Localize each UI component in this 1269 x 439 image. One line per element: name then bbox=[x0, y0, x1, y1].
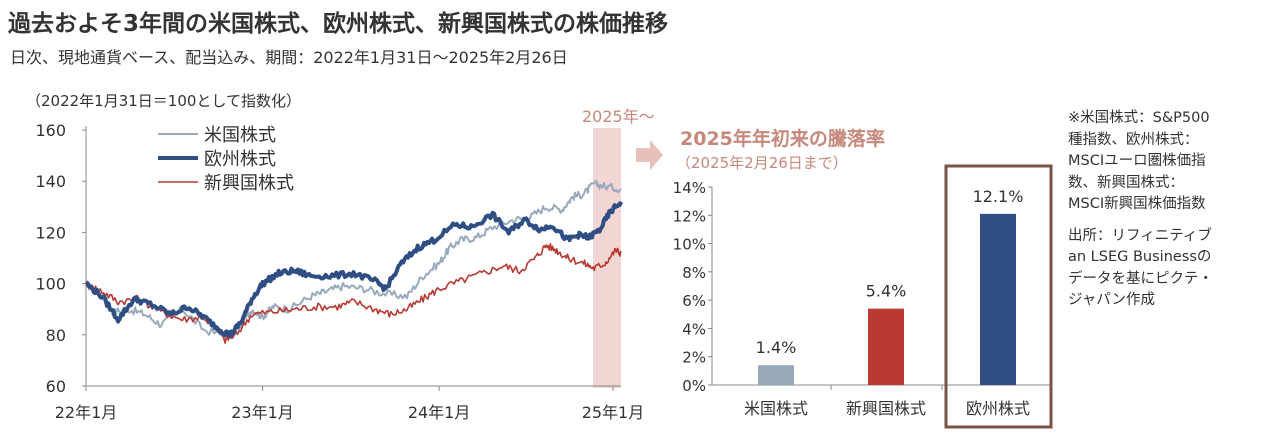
bar-y-tick-label: 14% bbox=[673, 179, 706, 197]
y-tick-label: 120 bbox=[35, 223, 66, 242]
index-note: （2022年1月31日＝100として指数化） bbox=[26, 92, 301, 110]
chart-subtitle: 日次、現地通貨ベース、配当込み、期間：2022年1月31日～2025年2月26日 bbox=[10, 48, 568, 67]
bar-y-tick-label: 6% bbox=[682, 292, 706, 310]
bar-y-tick-label: 2% bbox=[682, 349, 706, 367]
x-tick-label: 22年1月 bbox=[55, 403, 118, 422]
legend-label-eu: 欧州株式 bbox=[204, 149, 276, 170]
side-note-definitions: ※米国株式：S&P500種指数、欧州株式：MSCIユーロ圏株価指数、新興国株式：… bbox=[1068, 110, 1210, 212]
y-tick-label: 60 bbox=[46, 377, 66, 396]
bar-category-label: 米国株式 bbox=[744, 399, 808, 418]
bar-y-tick-label: 12% bbox=[673, 207, 706, 225]
bar-y-tick-label: 4% bbox=[682, 320, 706, 338]
arrow-icon bbox=[636, 140, 663, 170]
bar-eu bbox=[980, 213, 1016, 385]
bar-value-label: 12.1% bbox=[973, 187, 1024, 206]
line-chart-series bbox=[85, 179, 623, 344]
eu-highlight-box bbox=[944, 164, 1053, 429]
line-chart-axes: 60 80 100 120 140 160 22年1月 23年1月 24年1月 25年1月 bbox=[35, 121, 644, 422]
bar-y-tick-label: 10% bbox=[673, 236, 706, 254]
side-note: ※米国株式：S&P500種指数、欧州株式：MSCIユーロ圏株価指数、新興国株式：… bbox=[1068, 108, 1218, 322]
legend-label-us: 米国株式 bbox=[204, 125, 276, 146]
series-line-em bbox=[85, 243, 622, 344]
x-tick-label: 24年1月 bbox=[408, 403, 471, 422]
y-tick-label: 80 bbox=[46, 326, 66, 345]
y-tick-label: 140 bbox=[35, 172, 66, 191]
bar-value-label: 5.4% bbox=[866, 282, 907, 301]
bar-us bbox=[758, 365, 794, 385]
side-note-source: 出所：リフィニティブ an LSEG Businessのデータを基にピクテ・ジャ… bbox=[1068, 227, 1213, 309]
bar-y-tick-label: 0% bbox=[682, 377, 706, 395]
y-tick-label: 100 bbox=[35, 275, 66, 294]
bar-category-label: 新興国株式 bbox=[846, 399, 926, 418]
bar-chart-title: 2025年年初来の騰落率 bbox=[680, 127, 885, 150]
series-line-eu bbox=[85, 201, 623, 339]
x-tick-label: 25年1月 bbox=[582, 403, 645, 422]
legend-label-em: 新興国株式 bbox=[204, 173, 294, 194]
bar-em bbox=[868, 308, 904, 385]
bar-y-tick-label: 8% bbox=[682, 264, 706, 282]
x-tick-label: 23年1月 bbox=[231, 403, 294, 422]
highlight-label: 2025年～ bbox=[582, 107, 655, 126]
bar-value-label: 1.4% bbox=[756, 338, 797, 357]
bar-category-label: 欧州株式 bbox=[966, 399, 1030, 418]
highlight-band-2025 bbox=[593, 128, 621, 388]
y-tick-label: 160 bbox=[35, 121, 66, 140]
chart-title: 過去およそ3年間の米国株式、欧州株式、新興国株式の株価推移 bbox=[8, 11, 669, 37]
bar-chart-subtitle: （2025年2月26日まで） bbox=[676, 154, 848, 172]
bar-chart-bars: 1.4% 米国株式 5.4% 新興国株式 12.1% 欧州株式 bbox=[744, 187, 1030, 418]
